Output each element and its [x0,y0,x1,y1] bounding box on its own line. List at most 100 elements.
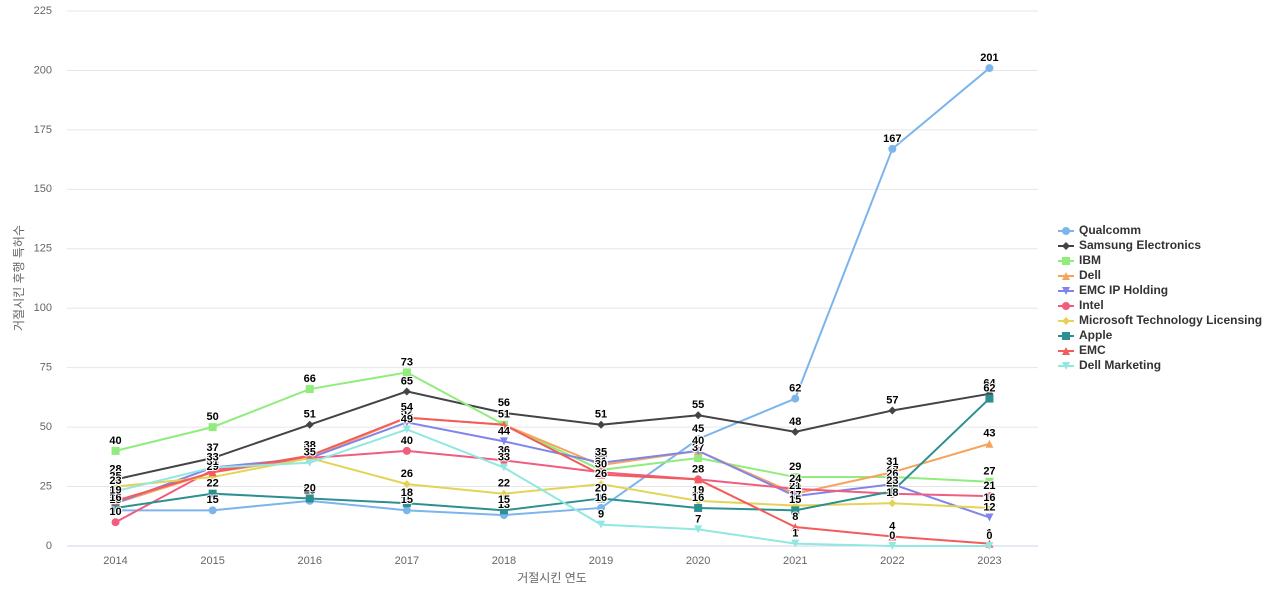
value-label: 4 [889,520,896,532]
value-label: 34 [595,449,608,461]
point [499,456,508,465]
value-label: 23 [109,475,121,487]
series [111,418,994,522]
value-label: 37 [692,442,704,454]
point [499,420,508,429]
y-tick-label: 50 [40,421,52,433]
point [1062,242,1070,250]
x-tick-label: 2019 [589,555,613,567]
point [985,477,994,486]
value-label: 33 [207,451,219,463]
series [111,425,994,550]
point [111,496,120,505]
value-label: 31 [886,456,898,468]
y-tick-label: 0 [46,540,52,552]
point [111,487,120,496]
point [985,492,994,501]
value-label: 22 [498,478,510,490]
value-label: 52 [401,406,413,418]
value-label: 66 [304,373,316,385]
point [694,411,703,420]
series-line [115,416,990,545]
y-tick-label: 175 [34,124,52,136]
value-label: 37 [304,442,316,454]
value-label: 12 [983,501,995,513]
value-label: 24 [789,473,802,485]
value-label: 50 [207,411,219,423]
value-label: 18 [109,487,121,499]
point [985,503,994,512]
legend-label: Microsoft Technology Licensing [1079,313,1262,327]
value-label: 26 [595,468,607,480]
legend-label: Apple [1079,328,1113,342]
point [791,522,800,531]
point [888,499,897,508]
value-label: 19 [109,485,121,497]
point [1062,317,1070,325]
point [111,475,120,484]
value-label: 21 [789,480,801,492]
point [402,480,411,489]
value-label: 43 [983,428,995,440]
x-axis-label: 거절시킨 연도 [517,571,587,585]
legend-item: Microsoft Technology Licensing [1058,313,1262,327]
value-label: 62 [983,382,995,394]
value-label: 0 [986,530,992,542]
point [305,458,314,467]
value-label: 22 [207,478,219,490]
value-label: 54 [401,402,414,414]
point [985,439,994,448]
point [111,503,120,512]
value-label: 28 [692,463,704,475]
point [208,489,217,498]
value-label: 19 [692,485,704,497]
value-label: 38 [304,440,316,452]
value-label: 49 [401,413,413,425]
value-label: 51 [595,409,607,421]
value-label: 20 [304,482,316,494]
point [305,494,314,503]
value-label: 31 [207,456,219,468]
value-label: 40 [692,435,704,447]
value-label: 9 [598,509,604,521]
point [597,458,606,467]
value-label: 37 [304,442,316,454]
point [499,506,508,515]
point [888,144,897,153]
value-label: 62 [789,382,801,394]
legend-label: Dell [1079,268,1101,282]
point [597,494,606,503]
series [111,413,994,548]
value-label: 1 [986,528,992,540]
point [1062,332,1070,340]
series [111,368,994,486]
value-label: 22 [886,478,898,490]
value-label: 51 [498,409,510,421]
y-tick-label: 125 [34,243,52,255]
point [208,468,217,477]
point [791,427,800,436]
point [499,437,508,446]
legend-label: IBM [1079,253,1101,267]
legend-item: Samsung Electronics [1058,238,1201,252]
value-label: 35 [595,447,607,459]
point [499,489,508,498]
point [402,368,411,377]
value-label: 31 [207,456,219,468]
value-label: 31 [595,456,607,468]
point [402,413,411,422]
legend-label: Qualcomm [1079,223,1141,237]
value-label: 25 [109,470,121,482]
point [791,394,800,403]
series-line [115,390,990,481]
point [402,506,411,515]
legend-item: Dell [1058,268,1101,282]
value-label: 65 [401,375,413,387]
point [402,387,411,396]
value-label: 32 [207,454,219,466]
value-label: 32 [595,454,607,466]
point [402,446,411,455]
point [694,525,703,534]
series [111,64,994,520]
